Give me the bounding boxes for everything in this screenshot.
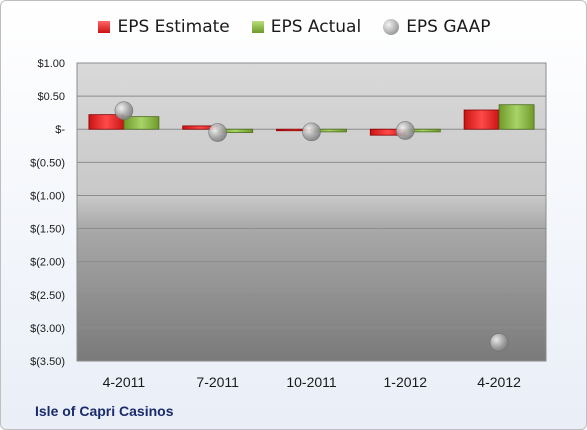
legend-label-eps-estimate: EPS Estimate: [117, 17, 230, 37]
legend-item-eps-actual: EPS Actual: [251, 17, 362, 37]
company-name: Isle of Capri Casinos: [35, 403, 174, 419]
legend-swatch-eps-gaap: [383, 19, 400, 35]
x-tick-label: 1-2012: [384, 374, 428, 390]
y-tick-label: $(3.00): [30, 323, 65, 335]
bar-eps-estimate: [463, 109, 500, 130]
y-tick-label: $(1.50): [30, 224, 65, 236]
y-tick-label: $0.50: [37, 91, 65, 103]
y-tick-label: $-: [55, 124, 65, 136]
y-tick-label: $1.00: [37, 58, 65, 70]
legend-label-eps-gaap: EPS GAAP: [406, 17, 491, 37]
point-eps-gaap: [489, 333, 509, 352]
x-tick-label: 4-2011: [103, 374, 146, 390]
plot-area: [76, 62, 547, 362]
y-tick-label: $(1.00): [30, 190, 65, 202]
y-tick-label: $(2.50): [30, 290, 65, 302]
point-eps-gaap: [208, 123, 227, 142]
x-tick-label: 10-2011: [286, 374, 337, 390]
y-tick-label: $(3.50): [30, 356, 65, 368]
y-tick-label: $(2.00): [30, 257, 65, 269]
legend-item-eps-estimate: EPS Estimate: [98, 17, 230, 37]
point-eps-gaap: [395, 121, 415, 140]
legend-item-eps-gaap: EPS GAAP: [383, 17, 491, 37]
legend-swatch-eps-estimate: [98, 21, 111, 33]
point-eps-gaap: [302, 122, 321, 142]
y-tick-label: $(0.50): [30, 157, 65, 169]
legend-label-eps-actual: EPS Actual: [270, 17, 362, 37]
bar-eps-actual: [123, 116, 160, 130]
x-tick-label: 4-2012: [477, 374, 521, 390]
point-eps-gaap: [114, 101, 134, 120]
bar-eps-actual: [498, 104, 535, 130]
legend-swatch-eps-actual: [251, 21, 264, 33]
legend: EPS Estimate EPS Actual EPS GAAP: [1, 17, 586, 37]
x-tick-label: 7-2011: [196, 374, 239, 390]
